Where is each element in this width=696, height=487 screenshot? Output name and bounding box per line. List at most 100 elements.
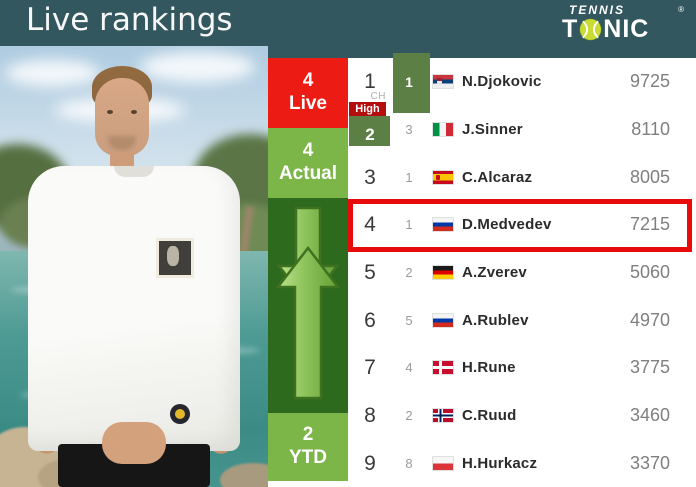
table-row[interactable]: High 7 CH 4 H.Rune 3775 [348, 344, 696, 392]
career-high-value: 1 [405, 217, 413, 233]
arrow-up-down-icon [275, 206, 341, 400]
table-row[interactable]: High 2 CH 3 J.Sinner 8110 [348, 101, 696, 154]
cloud [140, 52, 255, 82]
player-name-link[interactable]: A.Zverev [462, 264, 527, 282]
eye [131, 110, 137, 114]
country-flag-icon-de [433, 266, 453, 280]
career-high-cell: 1 [392, 153, 426, 201]
points-value: 3775 [629, 357, 670, 378]
country-flag-icon-ru [433, 218, 453, 232]
actual-rank-label: Actual [278, 163, 338, 184]
beard-shadow [108, 136, 136, 150]
player-name-link[interactable]: D.Medvedev [462, 216, 552, 234]
tennis-ball-icon [579, 18, 602, 41]
registered-trademark-icon: ® [678, 5, 684, 14]
player-name-link[interactable]: H.Hurkacz [462, 454, 538, 472]
country-flag-icon-ru [433, 313, 453, 327]
rank-movement-arrows [268, 198, 348, 413]
points-value: 8110 [631, 119, 670, 139]
table-row[interactable]: High 6 CH 5 A.Rublev 4970 [348, 296, 696, 344]
rank-value: 6 [364, 308, 376, 332]
career-high-value: 1 [405, 73, 413, 90]
player-figure [20, 66, 248, 487]
table-row-highlighted[interactable]: High 4 CH 1 D.Medvedev 7215 [348, 199, 696, 252]
ytd-value: 2 [302, 424, 314, 445]
ytd-box: 2 YTD [268, 413, 348, 481]
tshirt-chest-patch [156, 238, 194, 278]
points-value: 5060 [629, 262, 670, 283]
live-rank-label: Live [288, 93, 328, 114]
wrist-watch [170, 404, 190, 424]
table-row[interactable]: High 3 CH 1 C.Alcaraz 8005 [348, 153, 696, 201]
player-face [95, 78, 149, 156]
patch-graphic [167, 246, 179, 266]
rank-value: 4 [364, 213, 376, 237]
rank-cell: High 1 CH [348, 58, 392, 106]
career-high-value: 1 [405, 169, 413, 185]
table-row[interactable]: High 5 CH 2 A.Zverev 5060 [348, 249, 696, 297]
table-row[interactable]: High 1 CH 1 N.Djokovic 9725 [348, 53, 696, 113]
player-name-link[interactable]: C.Alcaraz [462, 168, 533, 186]
sidebar-top-strip [268, 46, 348, 58]
country-flag-icon-es [433, 170, 453, 184]
points-value: 7215 [629, 214, 670, 235]
career-high-cell: 8 [392, 439, 426, 487]
rank-cell: High 8 CH [348, 392, 392, 440]
points-value: 3370 [629, 452, 670, 473]
career-high-cell: 2 [392, 249, 426, 297]
points-value: 9725 [629, 71, 670, 92]
actual-rank-box: 4 Actual [268, 128, 348, 198]
rank-value: 2 [365, 124, 375, 144]
rank-cell: High 3 CH [348, 153, 392, 201]
rank-value: 9 [364, 451, 376, 475]
live-rank-box: 4 Live [268, 58, 348, 128]
arrow-up-icon [275, 245, 341, 400]
career-high-value: 2 [405, 408, 413, 424]
career-high-value: 3 [405, 122, 413, 137]
country-flag-icon-it [433, 123, 453, 136]
player-name-link[interactable]: H.Rune [462, 359, 516, 377]
rank-value: 7 [364, 356, 376, 380]
country-flag-icon-no [433, 409, 453, 423]
table-top-strip [348, 46, 696, 58]
player-name-link[interactable]: C.Ruud [462, 407, 517, 425]
player-name-link[interactable]: A.Rublev [462, 311, 529, 329]
table-row[interactable]: High 9 CH 8 H.Hurkacz 3370 [348, 439, 696, 487]
career-high-cell: 1 [392, 53, 430, 113]
country-flag-icon-rs [433, 75, 453, 89]
cloud [5, 60, 100, 86]
player-name-link[interactable]: N.Djokovic [462, 73, 542, 91]
country-flag-icon-pl [433, 456, 453, 470]
new-high-badge: High [349, 101, 386, 116]
logo-tennis-text: TENNIS [569, 3, 626, 17]
career-high-cell: 5 [392, 296, 426, 344]
rank-summary-column: 4 Live 4 Actual 2 YTD [268, 46, 348, 487]
table-rows: High 1 CH 1 N.Djokovic 9725 High 2 CH 3 … [348, 53, 696, 487]
page-header: Live rankings TENNIS ® T NIC [0, 0, 696, 46]
career-high-value: 8 [405, 455, 413, 471]
rank-value: 1 [364, 70, 376, 94]
page-title: Live rankings [26, 2, 233, 38]
rank-value: 8 [364, 404, 376, 428]
tennis-tonic-logo[interactable]: TENNIS ® T NIC [562, 4, 684, 44]
career-high-value: 4 [405, 360, 413, 376]
career-high-value: 2 [405, 265, 413, 281]
career-high-abbr-label: CH [370, 90, 386, 102]
clasped-hands [102, 422, 166, 464]
rank-value: 5 [364, 261, 376, 285]
points-value: 8005 [629, 166, 670, 187]
rank-cell: High 2 CH [348, 101, 392, 154]
rank-value: 3 [364, 165, 376, 189]
country-flag-icon-dk [433, 361, 453, 375]
live-rank-value: 4 [302, 70, 314, 91]
table-row[interactable]: High 8 CH 2 C.Ruud 3460 [348, 392, 696, 440]
rank-cell: High 6 CH [348, 296, 392, 344]
rank-cell: High 5 CH [348, 249, 392, 297]
career-high-cell: 1 [392, 201, 426, 249]
player-photo [0, 46, 268, 487]
player-name-link[interactable]: J.Sinner [462, 121, 523, 138]
career-high-cell: 4 [392, 344, 426, 392]
eye [107, 110, 113, 114]
logo-wordmark-bottom: T NIC [562, 17, 684, 42]
